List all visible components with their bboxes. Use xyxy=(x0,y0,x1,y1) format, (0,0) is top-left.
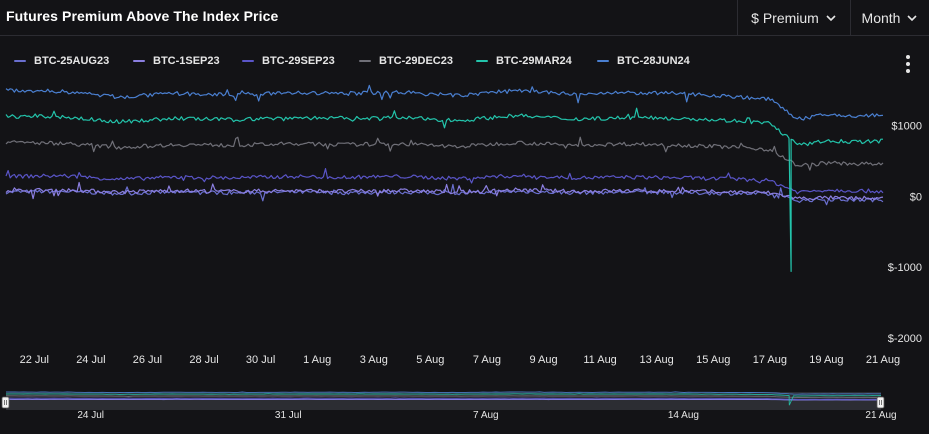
x-tick-label: 26 Jul xyxy=(133,354,162,366)
x-tick-label: 5 Aug xyxy=(416,354,444,366)
x-tick-label: 24 Jul xyxy=(76,354,105,366)
chart-title: Futures Premium Above The Index Price xyxy=(6,8,279,24)
legend-item-btc-29mar24[interactable]: BTC-29MAR24 xyxy=(476,55,572,67)
legend-label: BTC-29SEP23 xyxy=(262,55,335,67)
legend-label: BTC-28JUN24 xyxy=(617,55,690,67)
series-line-btc-1sep23[interactable] xyxy=(5,181,884,201)
navigator-tick-label: 31 Jul xyxy=(275,410,302,421)
navigator-series-btc-29dec23 xyxy=(5,395,882,398)
x-tick-label: 3 Aug xyxy=(360,354,388,366)
legend-label: BTC-29DEC23 xyxy=(379,55,453,67)
legend-swatch xyxy=(359,60,371,62)
legend-item-btc-25aug23[interactable]: BTC-25AUG23 xyxy=(14,55,109,67)
navigator-series-btc-29mar24 xyxy=(5,393,882,406)
legend-item-btc-28jun24[interactable]: BTC-28JUN24 xyxy=(597,55,690,67)
legend-item-btc-1sep23[interactable]: BTC-1SEP23 xyxy=(133,55,220,67)
legend-swatch xyxy=(242,60,254,62)
series-line-btc-25aug23[interactable] xyxy=(5,183,884,206)
x-tick-label: 9 Aug xyxy=(529,354,557,366)
period-select[interactable]: Month xyxy=(850,0,929,35)
navigator-handle-right[interactable] xyxy=(876,396,885,409)
x-tick-label: 7 Aug xyxy=(473,354,501,366)
chart-legend: BTC-25AUG23 BTC-1SEP23 BTC-29SEP23 BTC-2… xyxy=(0,36,929,82)
x-tick-label: 17 Aug xyxy=(753,354,787,366)
chevron-down-icon xyxy=(907,14,918,21)
chart-plot: $1000 $0 $-1000 $-2000 22 Jul 24 Jul 26 Jul 28 … xyxy=(5,84,922,366)
y-tick-label: $0 xyxy=(910,191,922,203)
y-tick-label: $-2000 xyxy=(888,333,922,345)
navigator-tick-label: 21 Aug xyxy=(865,410,896,421)
y-tick-label: $-1000 xyxy=(888,262,922,274)
x-tick-label: 13 Aug xyxy=(640,354,674,366)
x-tick-label: 11 Aug xyxy=(583,354,616,366)
navigator-series-btc-29sep23 xyxy=(5,397,881,400)
legend-swatch xyxy=(476,60,488,62)
series-line-btc-29sep23[interactable] xyxy=(5,168,884,195)
premium-type-select[interactable]: $ Premium xyxy=(737,0,850,35)
x-tick-label: 15 Aug xyxy=(696,354,730,366)
navigator-series-btc-1sep23 xyxy=(6,398,881,401)
x-tick-label: 30 Jul xyxy=(246,354,275,366)
x-tick-label: 21 Aug xyxy=(866,354,900,366)
series-line-btc-28jun24[interactable] xyxy=(5,84,884,121)
navigator-handle-left[interactable] xyxy=(1,396,10,409)
navigator-tick-label: 14 Aug xyxy=(668,410,699,421)
period-label: Month xyxy=(861,9,901,26)
more-vertical-icon[interactable] xyxy=(902,54,914,74)
y-tick-label: $1000 xyxy=(891,120,922,132)
navigator-tick-label: 7 Aug xyxy=(473,410,499,421)
legend-swatch xyxy=(14,60,26,62)
x-tick-label: 28 Jul xyxy=(189,354,218,366)
legend-swatch xyxy=(133,60,145,62)
navigator-series-btc-28jun24 xyxy=(5,391,881,395)
legend-swatch xyxy=(597,60,609,62)
x-tick-label: 22 Jul xyxy=(20,354,49,366)
chevron-down-icon xyxy=(826,14,836,21)
chart-navigator[interactable]: 24 Jul 31 Jul 7 Aug 14 Aug 21 Aug xyxy=(0,388,929,434)
series-line-btc-29mar24[interactable] xyxy=(5,107,883,272)
legend-item-btc-29sep23[interactable]: BTC-29SEP23 xyxy=(242,55,335,67)
legend-item-btc-29dec23[interactable]: BTC-29DEC23 xyxy=(359,55,453,67)
premium-type-label: $ Premium xyxy=(751,9,819,26)
x-tick-label: 19 Aug xyxy=(809,354,843,366)
chart-header: Futures Premium Above The Index Price $ … xyxy=(0,0,929,36)
legend-label: BTC-1SEP23 xyxy=(153,55,220,67)
x-tick-label: 1 Aug xyxy=(303,354,331,366)
legend-label: BTC-25AUG23 xyxy=(34,55,110,67)
legend-label: BTC-29MAR24 xyxy=(496,55,572,67)
navigator-tick-label: 24 Jul xyxy=(77,410,104,421)
series-line-btc-29dec23[interactable] xyxy=(5,136,884,171)
